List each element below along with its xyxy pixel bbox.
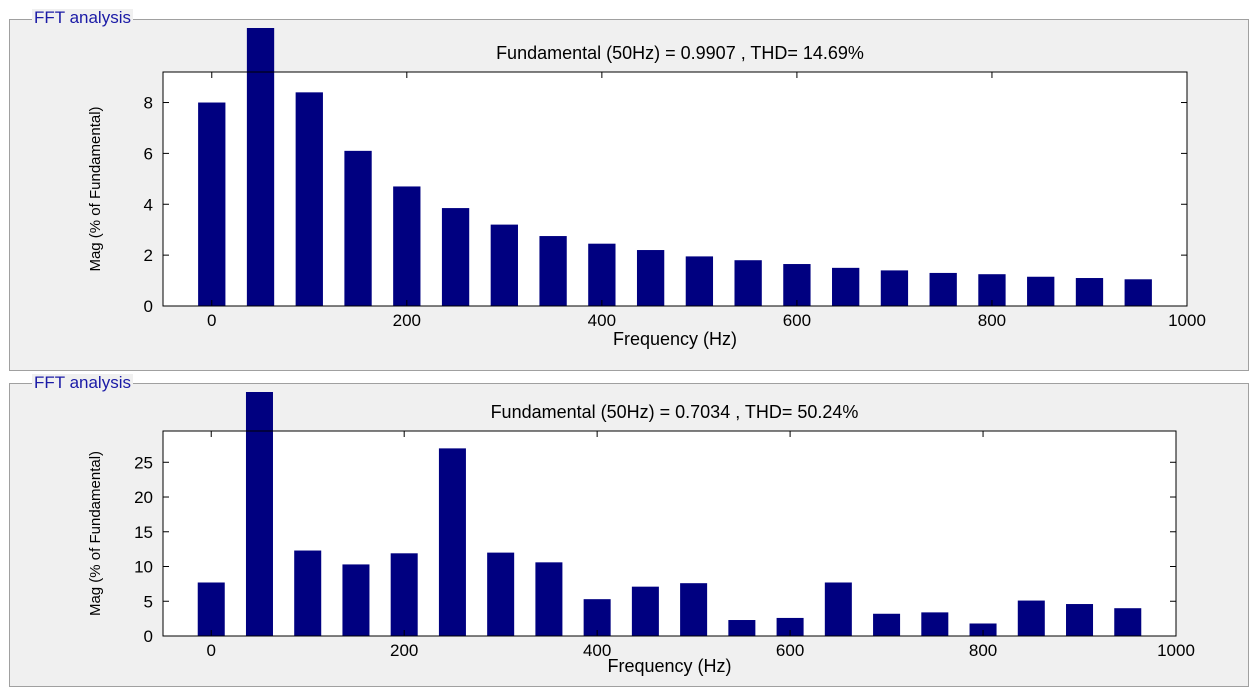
chart1-bar xyxy=(929,272,957,306)
chart1-bar xyxy=(344,150,372,306)
chart2-bar xyxy=(1066,604,1094,636)
chart2-xlabel: Frequency (Hz) xyxy=(607,656,731,676)
chart1-xtick-label: 0 xyxy=(207,311,216,330)
chart2-ytick-label: 25 xyxy=(134,453,153,472)
chart2-ytick-label: 5 xyxy=(144,592,153,611)
chart2-bar xyxy=(438,448,466,636)
chart2-bar xyxy=(873,613,901,636)
chart1-bar xyxy=(880,270,909,306)
chart2-bar xyxy=(245,392,273,636)
chart1-bar xyxy=(1027,276,1055,306)
fft-panel-2-legend: FFT analysis xyxy=(32,373,133,392)
chart1-bar xyxy=(783,264,811,306)
chart2-ytick-label: 10 xyxy=(134,558,153,577)
fft-panel-1-legend: FFT analysis xyxy=(32,8,133,27)
chart2-bar xyxy=(197,582,225,636)
chart1-xtick-label: 800 xyxy=(978,311,1006,330)
chart2-bar xyxy=(824,582,852,636)
chart2-xtick-label: 600 xyxy=(776,641,804,660)
chart2-axes-frame xyxy=(162,430,1177,637)
chart1-xtick-label: 400 xyxy=(588,311,616,330)
chart1-bar xyxy=(295,92,323,306)
chart1-bar xyxy=(588,243,616,306)
chart1-bar xyxy=(1124,279,1152,306)
chart1-bar xyxy=(734,260,762,306)
chart2-bar xyxy=(728,620,756,636)
chart1-ytick-label: 6 xyxy=(144,144,153,163)
chart2-bar xyxy=(680,583,708,636)
chart2-ylabel: Mag (% of Fundamental) xyxy=(87,451,104,616)
chart1-ylabel: Mag (% of Fundamental) xyxy=(87,106,104,271)
chart2-bar xyxy=(342,564,370,636)
chart2-bar xyxy=(776,617,804,636)
chart2-bar xyxy=(969,623,997,636)
chart2-xtick-label: 400 xyxy=(583,641,611,660)
chart2-bar xyxy=(487,552,515,636)
chart2-xtick-label: 800 xyxy=(969,641,997,660)
chart1-ytick-label: 2 xyxy=(144,246,153,265)
chart2-ytick-label: 15 xyxy=(134,523,153,542)
chart1-bar xyxy=(685,256,714,306)
chart2-bar xyxy=(390,553,418,636)
chart1-bar xyxy=(832,267,860,306)
chart1-xtick-label: 600 xyxy=(783,311,811,330)
chart1-xlabel: Frequency (Hz) xyxy=(613,329,737,349)
chart1-plot-area xyxy=(163,72,1187,306)
chart2-ytick-label: 20 xyxy=(134,488,153,507)
chart1-bar xyxy=(1075,278,1104,306)
chart1-xtick-label: 1000 xyxy=(1168,311,1206,330)
chart1-axes-frame xyxy=(162,71,1188,307)
chart2-bar xyxy=(535,562,563,636)
chart2-bar xyxy=(583,599,611,636)
chart2-bar xyxy=(921,612,949,636)
chart1-bar xyxy=(393,186,421,306)
chart1-bar xyxy=(246,28,275,306)
chart2-title: Fundamental (50Hz) = 0.7034 , THD= 50.24… xyxy=(491,402,859,422)
chart2-xtick-label: 200 xyxy=(390,641,418,660)
chart1-bar xyxy=(490,224,518,306)
chart1-ytick-label: 8 xyxy=(144,94,153,113)
chart1-bar xyxy=(198,102,226,306)
chart2-plot-area xyxy=(163,431,1176,636)
chart1-bar xyxy=(441,208,470,306)
chart1-ytick-label: 4 xyxy=(144,195,153,214)
chart2-bar xyxy=(294,550,322,636)
chart2-xtick-label: 1000 xyxy=(1157,641,1195,660)
chart2-bar xyxy=(1017,600,1045,636)
chart1-bar xyxy=(636,250,665,306)
chart2-xtick-label: 0 xyxy=(207,641,216,660)
chart2-ytick-label: 0 xyxy=(144,627,153,646)
chart1-ytick-label: 0 xyxy=(144,297,153,316)
chart1-bar xyxy=(539,236,567,306)
chart2-bar xyxy=(1114,608,1142,636)
chart2-bar xyxy=(631,586,659,636)
chart1-xtick-label: 200 xyxy=(393,311,421,330)
chart1-title: Fundamental (50Hz) = 0.9907 , THD= 14.69… xyxy=(496,43,864,63)
